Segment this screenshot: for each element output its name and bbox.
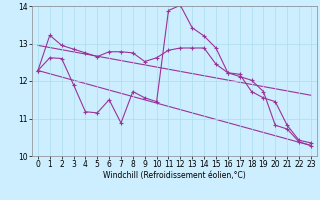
X-axis label: Windchill (Refroidissement éolien,°C): Windchill (Refroidissement éolien,°C) [103,171,246,180]
